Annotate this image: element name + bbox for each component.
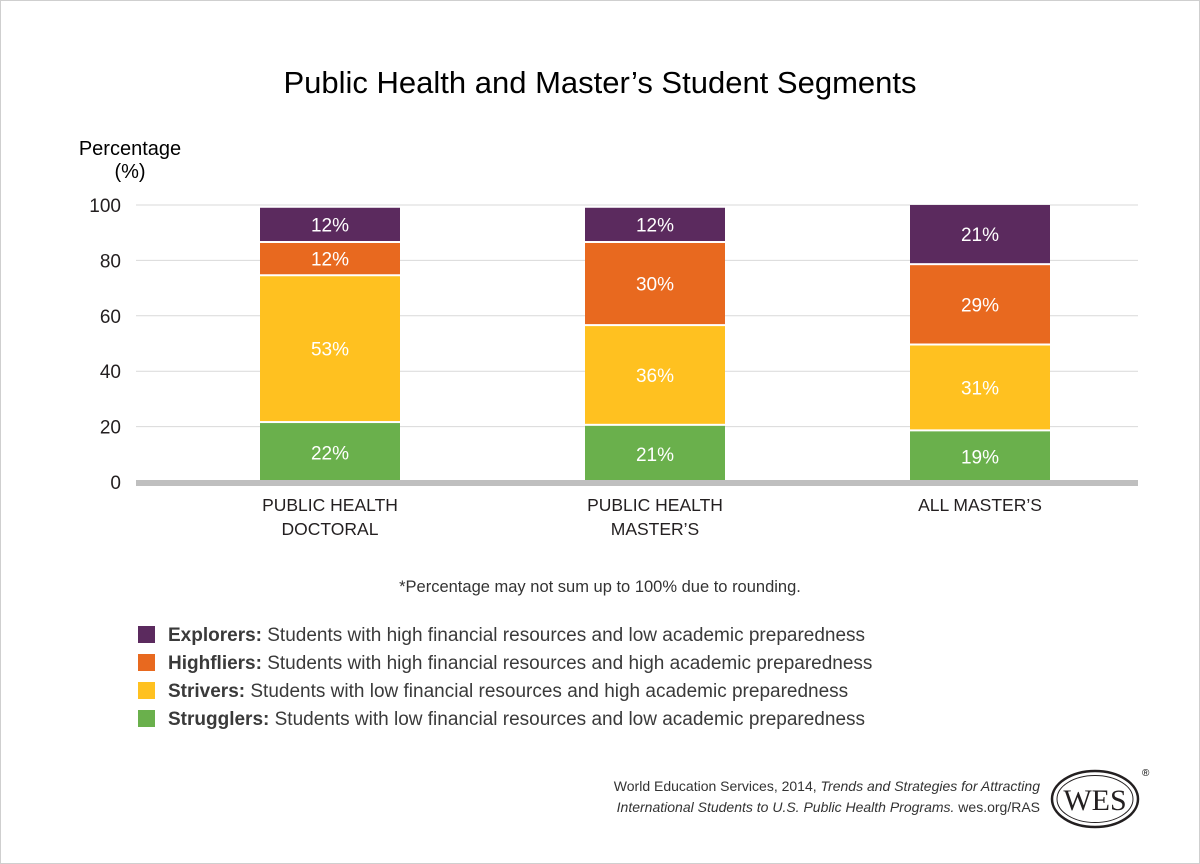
footnote: *Percentage may not sum up to 100% due t… bbox=[399, 578, 801, 596]
data-label-strivers: 36% bbox=[636, 366, 674, 387]
wes-logo-inner-ring bbox=[1056, 775, 1134, 823]
bar-segment-strugglers bbox=[910, 431, 1050, 482]
y-tick-label: 20 bbox=[100, 418, 121, 439]
legend-name: Strugglers: bbox=[168, 709, 269, 730]
bar-segment-highfliers bbox=[260, 243, 400, 275]
source-line-1-italic: Trends and Strategies for Attracting bbox=[821, 778, 1041, 794]
legend-entry-highfliers: Highfliers: Students with high financial… bbox=[168, 653, 872, 674]
legend-entry-strivers: Strivers: Students with low financial re… bbox=[168, 681, 848, 702]
data-label-explorers: 12% bbox=[311, 215, 349, 236]
category-label: MASTER’S bbox=[611, 519, 699, 539]
legend-description: Students with high financial resources a… bbox=[262, 653, 872, 674]
category-labels: PUBLIC HEALTH DOCTORAL PUBLIC HEALTH MASTER… bbox=[262, 495, 1042, 539]
data-label-strugglers: 19% bbox=[961, 448, 999, 469]
registered-mark: ® bbox=[1142, 768, 1150, 779]
legend-swatch-highfliers bbox=[138, 654, 155, 671]
source-line-2-plain: wes.org/RAS bbox=[954, 799, 1040, 815]
y-tick-label: 80 bbox=[100, 251, 121, 272]
legend-name: Highfliers: bbox=[168, 653, 262, 674]
y-tick-labels: 0 20 40 60 80 100 bbox=[89, 196, 121, 494]
wes-logo: WES ® bbox=[1050, 768, 1150, 829]
legend-swatch-strugglers bbox=[138, 710, 155, 727]
data-label-highfliers: 30% bbox=[636, 275, 674, 296]
bar-segment-strivers bbox=[585, 326, 725, 424]
data-label-highfliers: 12% bbox=[311, 250, 349, 271]
source-line-1: World Education Services, 2014, Trends a… bbox=[614, 778, 1040, 794]
x-axis bbox=[136, 480, 1138, 486]
legend-name: Strivers: bbox=[168, 681, 245, 702]
legend-swatch-explorers bbox=[138, 626, 155, 643]
y-tick-label: 100 bbox=[89, 196, 121, 217]
data-label-strugglers: 21% bbox=[636, 445, 674, 466]
bar-segment-explorers bbox=[260, 207, 400, 242]
legend-description: Students with low financial resources an… bbox=[245, 681, 848, 702]
chart-title: Public Health and Master’s Student Segme… bbox=[284, 65, 917, 100]
data-label-strugglers: 22% bbox=[311, 444, 349, 465]
legend-name: Explorers: bbox=[168, 625, 262, 646]
bar-segment-explorers bbox=[585, 207, 725, 242]
legend-swatch-strivers bbox=[138, 682, 155, 699]
category-label: PUBLIC HEALTH bbox=[262, 495, 398, 515]
data-label-explorers: 12% bbox=[636, 215, 674, 236]
legend-entry-strugglers: Strugglers: Students with low financial … bbox=[168, 709, 865, 730]
source-line-2-italic: International Students to U.S. Public He… bbox=[617, 799, 955, 815]
category-label: DOCTORAL bbox=[282, 519, 379, 539]
source-line-2: International Students to U.S. Public He… bbox=[617, 799, 1040, 815]
bar-segment-strugglers bbox=[585, 425, 725, 482]
legend: Explorers: Students with high financial … bbox=[138, 625, 872, 730]
category-label: PUBLIC HEALTH bbox=[587, 495, 723, 515]
wes-logo-text: WES bbox=[1063, 784, 1126, 817]
bar-segment-highfliers bbox=[910, 265, 1050, 344]
source-line-1-plain: World Education Services, 2014, bbox=[614, 778, 821, 794]
wes-logo-ring bbox=[1050, 769, 1140, 829]
bar-segment-explorers bbox=[910, 205, 1050, 264]
bar-segment-highfliers bbox=[585, 243, 725, 325]
legend-entry-explorers: Explorers: Students with high financial … bbox=[168, 625, 865, 646]
y-tick-label: 60 bbox=[100, 307, 121, 328]
bar-segment-strugglers bbox=[260, 423, 400, 482]
data-label-strivers: 53% bbox=[311, 340, 349, 361]
legend-description: Students with high financial resources a… bbox=[262, 625, 865, 646]
data-label-strivers: 31% bbox=[961, 378, 999, 399]
bar-segment-strivers bbox=[910, 345, 1050, 430]
data-label-highfliers: 29% bbox=[961, 295, 999, 316]
x-axis-line bbox=[136, 480, 1138, 486]
bars: 22% 53% 12% 12% 21% 36% 30% 12% 19% 31% 29% 21% bbox=[260, 205, 1050, 482]
category-label: ALL MASTER’S bbox=[918, 495, 1042, 515]
legend-description: Students with low financial resources an… bbox=[269, 709, 865, 730]
y-tick-label: 0 bbox=[110, 473, 121, 494]
y-axis-label-line-2: (%) bbox=[114, 161, 145, 183]
y-axis-label-line-1: Percentage bbox=[79, 138, 181, 160]
bar-segment-strivers bbox=[260, 276, 400, 422]
y-tick-label: 40 bbox=[100, 362, 121, 383]
data-label-explorers: 21% bbox=[961, 225, 999, 246]
